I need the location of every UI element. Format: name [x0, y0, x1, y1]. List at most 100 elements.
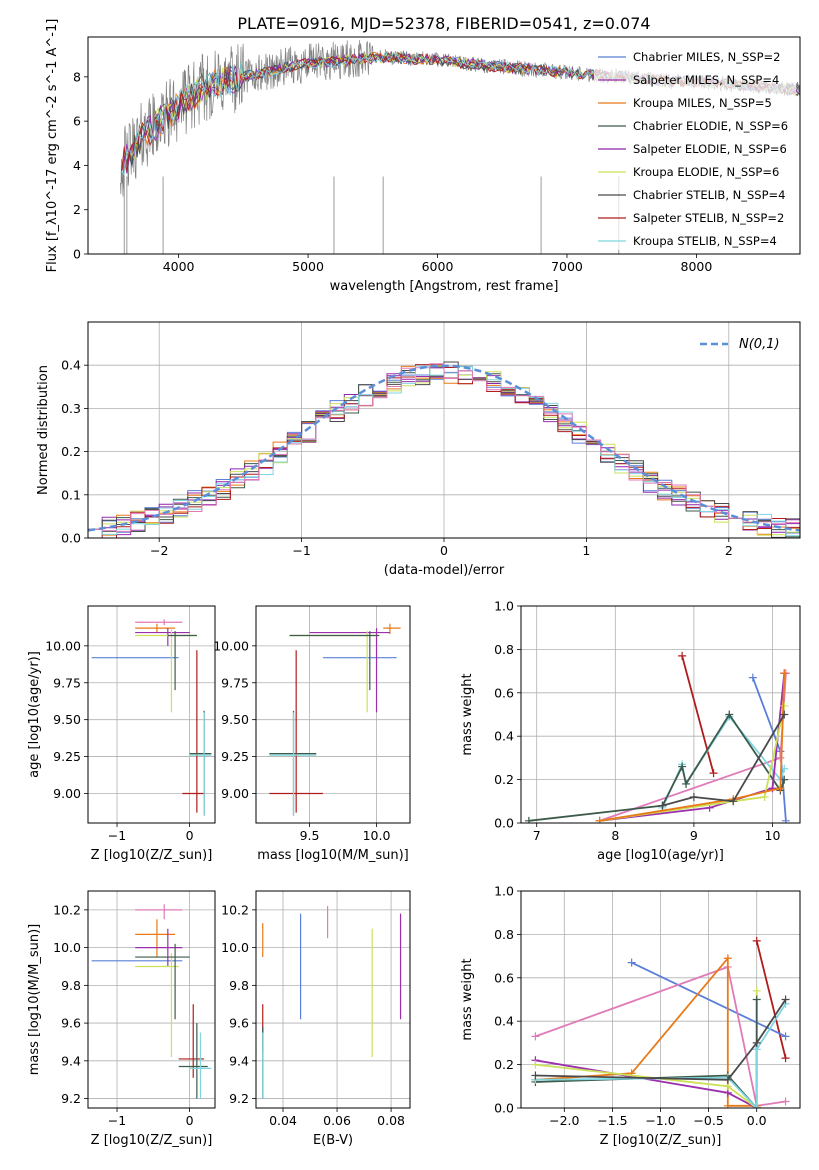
y-tick-label: 0.4 [61, 358, 81, 373]
y-tick-label: 9.75 [221, 675, 249, 690]
y-tick-label: 0.8 [494, 642, 514, 657]
x-tick-label: −2 [150, 543, 168, 558]
x-axis-label: Z [log10(Z/Z_sun)] [91, 848, 213, 863]
weight-marker [729, 797, 738, 806]
x-axis-label: Z [log10(Z/Z_sun)] [91, 1133, 213, 1148]
weight-series-line [599, 705, 786, 822]
weight-marker [678, 762, 687, 771]
x-tick-label: 1 [582, 543, 590, 558]
x-axis-label: (data-model)/error [384, 563, 505, 578]
y-axis-label: mass weight [460, 958, 475, 1040]
data-point [269, 712, 317, 816]
x-tick-label: 7000 [551, 259, 583, 274]
y-tick-label: 9.50 [221, 712, 249, 727]
weight-series-line [535, 965, 786, 1107]
y-tick-label: 0 [73, 247, 81, 262]
data-point [269, 650, 323, 813]
x-tick-label: 2 [725, 543, 733, 558]
y-axis-label: mass weight [460, 673, 475, 755]
y-tick-label: 0.2 [494, 772, 514, 787]
axes-frame [255, 605, 411, 824]
y-tick-label: 10.0 [53, 940, 81, 955]
weight-series-line [535, 999, 787, 1081]
x-axis-label: E(B-V) [313, 1133, 353, 1148]
y-tick-label: 9.2 [229, 1091, 249, 1106]
x-tick-label: 0.0 [747, 1113, 767, 1128]
x-tick-label: 6000 [422, 259, 454, 274]
data-point [178, 1004, 205, 1078]
weight-series-line [535, 990, 758, 1108]
spectrum-panel: 4000 5000 6000 7000 8000 0 2 4 6 8 wavelength [Ang… [45, 19, 801, 294]
weight-series-line [528, 712, 786, 822]
y-tick-label: 10.2 [221, 902, 249, 917]
mass_vs_EBV-plot-area [262, 906, 402, 1099]
weight-series-line [755, 940, 787, 1059]
residuals-legend: N(0,1) [700, 337, 780, 352]
x-axis-label: mass [log10(M/M_sun)] [257, 848, 409, 863]
age_vs_mass-panel: 9.5 10.0 9.00 9.25 9.50 9.75 10.00 mass [log10(… [213, 605, 411, 863]
weight-series-line [631, 961, 786, 1038]
x-tick-label: 9.5 [300, 828, 320, 843]
weight-marker [752, 986, 761, 995]
y-tick-label: 0.3 [61, 401, 81, 416]
x-axis-label: wavelength [Angstrom, rest frame] [330, 279, 559, 294]
weight-marker [781, 1054, 790, 1063]
weight-marker [776, 784, 785, 793]
weight-marker [595, 816, 604, 823]
y-tick-label: 0.4 [494, 1014, 514, 1029]
x-tick-label: 0 [186, 1113, 194, 1128]
legend-entry: Salpeter STELIB, N_SSP=2 [633, 211, 784, 225]
y-tick-label: 9.6 [61, 1016, 81, 1031]
weight-marker [752, 995, 761, 1004]
legend-entry: Kroupa MILES, N_SSP=5 [633, 96, 772, 110]
data-point [309, 628, 390, 713]
x-tick-label: 0 [440, 543, 448, 558]
y-tick-label: 0.8 [494, 927, 514, 942]
legend-entry: Chabrier ELODIE, N_SSP=6 [633, 119, 788, 133]
x-tick-label: 10.0 [363, 828, 391, 843]
y-tick-label: 0.6 [494, 685, 514, 700]
data-point [189, 1032, 212, 1099]
legend-entry: Salpeter ELODIE, N_SSP=6 [633, 142, 787, 156]
x-tick-label: 0.08 [377, 1113, 405, 1128]
weight-marker [781, 995, 790, 1004]
weight-marker [723, 1075, 732, 1084]
y-tick-label: 0.0 [494, 1101, 514, 1116]
weight-marker [531, 1071, 540, 1080]
legend-entry: N(0,1) [739, 337, 780, 352]
weight-marker [780, 701, 789, 710]
data-point [135, 953, 179, 1058]
x-tick-label: 0.06 [323, 1113, 351, 1128]
data-point [182, 650, 205, 813]
weight-marker [678, 651, 687, 660]
weight-marker [780, 775, 789, 784]
legend-entry: Kroupa STELIB, N_SSP=4 [633, 234, 777, 248]
y-tick-label: 8 [73, 69, 81, 84]
axes-frame [255, 890, 411, 1109]
y-tick-label: 9.2 [61, 1091, 81, 1106]
x-tick-label: −1.5 [597, 1113, 627, 1128]
weight-marker [781, 1032, 790, 1041]
gaussian-curve [88, 364, 800, 532]
weight-marker [709, 769, 718, 778]
mass_vs_EBV-panel: 0.04 0.06 0.08 9.2 9.4 9.6 9.8 10.0 10.2 E(B-V) [221, 890, 411, 1148]
y-tick-label: 9.8 [229, 978, 249, 993]
axes-frame [87, 605, 216, 824]
x-tick-label: 5000 [292, 259, 324, 274]
data-point [135, 943, 190, 1020]
x-tick-label: 9 [690, 828, 698, 843]
y-axis-label: Flux [f_λ10^-17 erg cm^-2 s^-1 A^-1] [45, 19, 60, 273]
data-point [289, 631, 380, 691]
weight_vs_age-plot-area [524, 651, 790, 823]
y-tick-label: 0.0 [494, 816, 514, 831]
x-tick-label: −1 [292, 543, 310, 558]
data-point [135, 904, 183, 920]
x-tick-label: 8 [611, 828, 619, 843]
axes-frame [87, 36, 801, 255]
weight-series-line [599, 673, 786, 822]
weight-marker [752, 1038, 761, 1047]
weight_vs_Z-panel: −2.0 −1.5 −1.0 −0.5 0.0 0.0 0.2 0.4 0.6 0.8 1.0 Z [… [460, 884, 801, 1148]
y-tick-label: 0.0 [61, 531, 81, 546]
weight-marker [689, 792, 698, 801]
weight-marker [723, 954, 732, 963]
